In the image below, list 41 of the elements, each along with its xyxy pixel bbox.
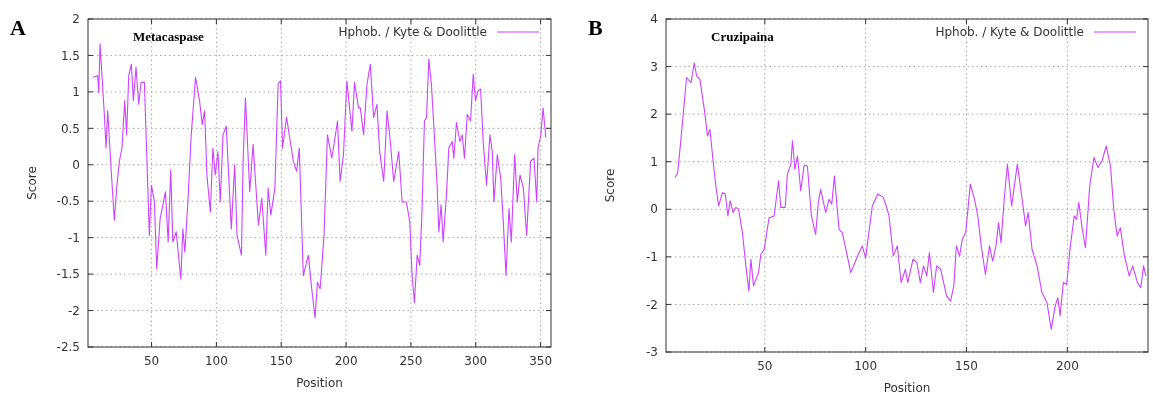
legend-label: Hphob. / Kyte & Doolittle xyxy=(935,25,1084,40)
x-axis-title: Position xyxy=(296,376,343,390)
y-tick-label: 4 xyxy=(650,12,658,27)
y-tick-label: -2 xyxy=(68,303,80,318)
x-tick-label: 100 xyxy=(854,359,878,373)
y-tick-label: -2 xyxy=(646,297,658,312)
text: Cruzipaina xyxy=(711,29,775,44)
text: Metacaspase xyxy=(133,29,204,44)
x-tick-label: 150 xyxy=(955,359,978,373)
y-axis-title: Score xyxy=(603,168,617,203)
y-tick-label: 2 xyxy=(72,12,80,27)
y-tick-label: -1 xyxy=(646,250,658,265)
y-tick-label: 1.5 xyxy=(60,48,80,63)
x-tick-label: 150 xyxy=(269,354,293,368)
x-tick-label: 200 xyxy=(1055,359,1079,373)
y-tick-label: 0 xyxy=(72,157,80,172)
line-series xyxy=(674,62,1147,330)
x-tick-label: 350 xyxy=(529,354,553,368)
y-tick-label: 0.5 xyxy=(60,121,80,136)
text: A xyxy=(10,15,26,40)
x-tick-label: 200 xyxy=(334,354,358,368)
x-tick-label: 250 xyxy=(399,354,423,368)
x-tick-label: 300 xyxy=(464,354,488,368)
x-tick-label: 50 xyxy=(143,354,160,368)
x-axis-title: Position xyxy=(883,381,931,395)
y-axis-title: Score xyxy=(25,166,39,200)
y-tick-label: -1 xyxy=(68,230,80,245)
y-tick-label: -2.5 xyxy=(56,340,80,355)
text: B xyxy=(588,15,603,40)
y-tick-label: 3 xyxy=(650,59,658,74)
y-tick-label: 1 xyxy=(72,85,80,100)
legend-label: Hphob. / Kyte & Doolittle xyxy=(338,25,487,40)
y-tick-label: 2 xyxy=(650,107,658,122)
x-tick-label: 100 xyxy=(204,354,228,368)
y-tick-label: -3 xyxy=(646,345,658,360)
y-tick-label: 0 xyxy=(650,202,658,217)
y-tick-label: -1.5 xyxy=(56,267,80,282)
x-tick-label: 50 xyxy=(757,359,773,373)
y-tick-label: 1 xyxy=(650,154,658,169)
line-series xyxy=(92,43,547,319)
y-tick-label: -0.5 xyxy=(56,194,80,209)
